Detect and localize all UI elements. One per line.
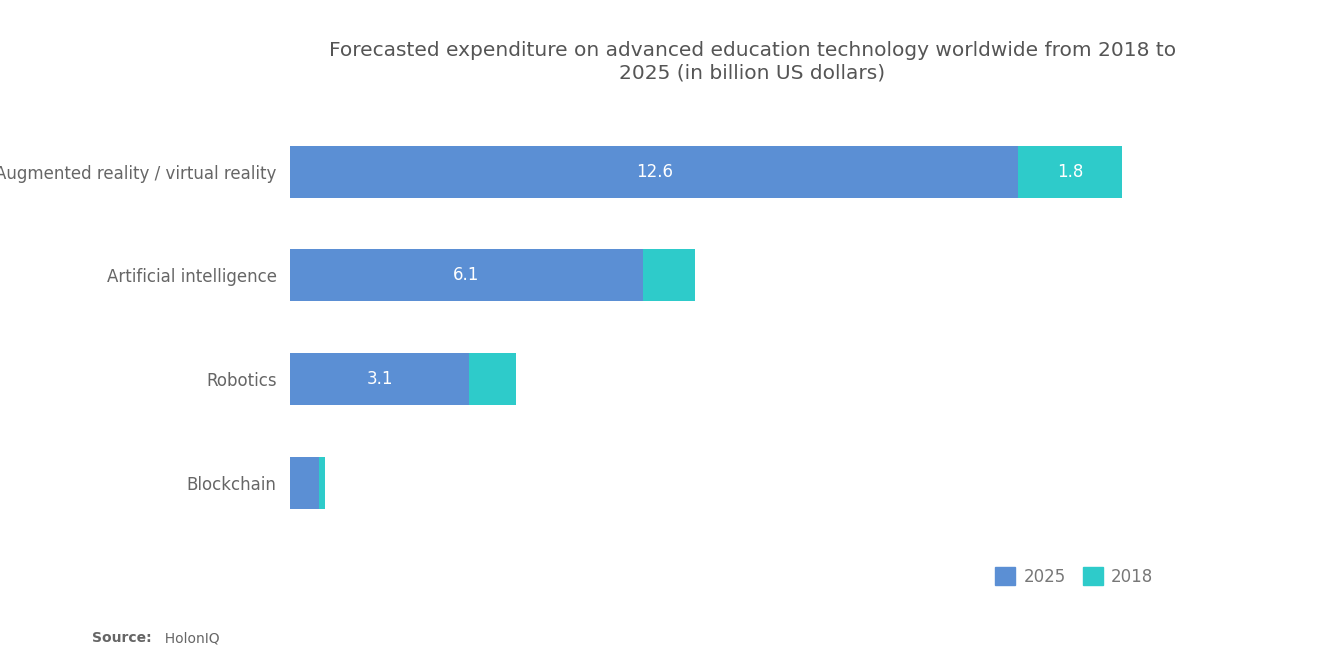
Text: 12.6: 12.6 bbox=[636, 163, 673, 181]
Text: 3.1: 3.1 bbox=[367, 370, 393, 388]
Bar bbox=[470, 353, 516, 405]
Bar bbox=[1018, 146, 1122, 198]
Bar bbox=[290, 457, 319, 509]
Text: HolonIQ: HolonIQ bbox=[156, 631, 219, 645]
Text: 6.1: 6.1 bbox=[453, 267, 479, 285]
Bar bbox=[319, 457, 325, 509]
Legend: 2025, 2018: 2025, 2018 bbox=[989, 561, 1160, 593]
Bar bbox=[290, 249, 643, 301]
Bar bbox=[643, 249, 694, 301]
Bar bbox=[290, 146, 1018, 198]
Text: Source:: Source: bbox=[92, 631, 152, 645]
Bar bbox=[290, 353, 470, 405]
Text: 1.8: 1.8 bbox=[1057, 163, 1084, 181]
Title: Forecasted expenditure on advanced education technology worldwide from 2018 to
2: Forecasted expenditure on advanced educa… bbox=[329, 41, 1176, 82]
